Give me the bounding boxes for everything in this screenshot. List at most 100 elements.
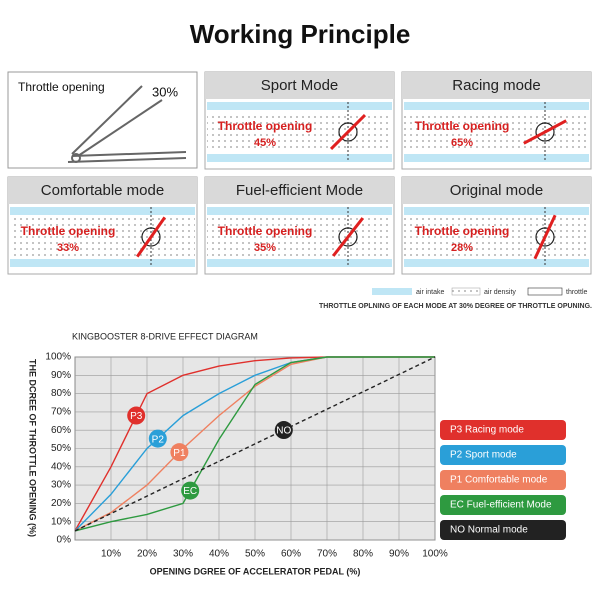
panel-title: Racing mode xyxy=(452,77,540,94)
panel-value: 28% xyxy=(451,242,473,254)
air-intake xyxy=(10,207,195,215)
legend-swatch xyxy=(440,495,566,515)
throttle-body xyxy=(535,122,555,142)
y-tick-label: 10% xyxy=(51,516,71,527)
x-tick-label: 40% xyxy=(209,549,229,560)
y-tick-label: 40% xyxy=(51,461,71,472)
legend-swatch xyxy=(440,445,566,465)
x-axis-title: OPENING DGREE OF ACCELERATOR PEDAL (%) xyxy=(150,566,361,576)
series-marker-label: P1 xyxy=(173,448,186,459)
legend-swatch xyxy=(440,420,566,440)
air-intake xyxy=(207,154,392,162)
key-air-density xyxy=(451,287,481,296)
panel-value: 35% xyxy=(254,242,276,254)
x-tick-label: 50% xyxy=(245,549,265,560)
y-tick-label: 50% xyxy=(51,443,71,454)
key-throttle xyxy=(527,287,563,296)
throttle-body xyxy=(338,122,358,142)
legend-label: P2 Sport mode xyxy=(450,450,517,461)
intro-value: 30% xyxy=(152,84,178,99)
panel-label: Throttle opening xyxy=(415,119,510,133)
panel-value: 33% xyxy=(57,242,79,254)
series-marker-label: P3 xyxy=(130,411,143,422)
key-caption: THROTTLE OPLNING OF EACH MODE AT 30% DEG… xyxy=(319,303,592,310)
legend-label: P3 Racing mode xyxy=(450,425,524,436)
panel-title: Comfortable mode xyxy=(41,182,164,199)
series-line xyxy=(74,356,436,532)
x-tick-label: 100% xyxy=(422,549,448,560)
series-marker xyxy=(274,421,293,440)
panel-value: 45% xyxy=(254,137,276,149)
legend-label: NO Normal mode xyxy=(450,525,528,536)
throttle-plate xyxy=(136,216,166,258)
legend-label: P1 Comfortable mode xyxy=(450,475,548,486)
legend-swatch xyxy=(440,520,566,540)
air-intake xyxy=(404,102,589,110)
air-intake xyxy=(10,259,195,267)
series-marker-label: EC xyxy=(183,486,197,497)
key-label: air density xyxy=(484,289,516,296)
throttle-body xyxy=(535,227,555,247)
y-tick-label: 20% xyxy=(51,498,71,509)
air-intake xyxy=(404,154,589,162)
throttle-plate xyxy=(523,119,567,145)
x-tick-label: 10% xyxy=(101,549,121,560)
air-density xyxy=(10,217,195,257)
y-axis-title: THE DCREE OF THROTTLE OPENING (%) xyxy=(28,359,38,537)
air-density xyxy=(404,112,589,152)
panel-header xyxy=(402,72,591,99)
x-tick-label: 90% xyxy=(389,549,409,560)
page-title: Working Principle xyxy=(190,19,411,49)
y-tick-label: 100% xyxy=(45,352,71,363)
air-density xyxy=(207,217,392,257)
throttle-plate xyxy=(329,113,367,151)
y-tick-label: 60% xyxy=(51,425,71,436)
y-tick-label: 90% xyxy=(51,370,71,381)
panel-header xyxy=(402,177,591,204)
panel-value: 65% xyxy=(451,137,473,149)
air-intake xyxy=(404,259,589,267)
key-label: throttle xyxy=(566,289,588,296)
panel-label: Throttle opening xyxy=(218,119,313,133)
key-label: air intake xyxy=(416,289,445,296)
series-marker-label: P2 xyxy=(152,434,165,445)
panel-title: Fuel-efficient Mode xyxy=(236,182,363,199)
air-intake xyxy=(404,207,589,215)
panel-label: Throttle opening xyxy=(218,224,313,238)
x-tick-label: 60% xyxy=(281,549,301,560)
panel-label: Throttle opening xyxy=(415,224,510,238)
series-line xyxy=(74,356,435,532)
series-marker-label: NO xyxy=(276,426,291,437)
panel-label: Throttle opening xyxy=(21,224,116,238)
y-tick-label: 0% xyxy=(57,535,72,546)
y-tick-label: 80% xyxy=(51,388,71,399)
y-tick-label: 70% xyxy=(51,407,71,418)
throttle-plate xyxy=(533,214,557,260)
panel-header xyxy=(8,177,197,204)
panel-title: Original mode xyxy=(450,182,543,199)
chart-title: KINGBOOSTER 8-DRIVE EFFECT DIAGRAM xyxy=(72,331,258,341)
legend-label: EC Fuel-efficient Mode xyxy=(450,500,552,511)
throttle-body xyxy=(141,227,161,247)
series-marker xyxy=(148,429,167,448)
legend-swatch xyxy=(440,470,566,490)
air-intake xyxy=(207,102,392,110)
air-intake xyxy=(207,259,392,267)
series-marker xyxy=(181,481,200,500)
throttle-plate xyxy=(332,217,364,257)
x-tick-label: 30% xyxy=(173,549,193,560)
air-intake xyxy=(207,207,392,215)
x-tick-label: 20% xyxy=(137,549,157,560)
x-tick-label: 80% xyxy=(353,549,373,560)
panel-title: Sport Mode xyxy=(261,77,339,94)
intro-label: Throttle opening xyxy=(18,80,105,94)
air-density xyxy=(404,217,589,257)
series-marker xyxy=(127,406,146,425)
pedal-drawing xyxy=(67,85,187,163)
y-tick-label: 30% xyxy=(51,480,71,491)
throttle-body xyxy=(338,227,358,247)
panel-header xyxy=(205,177,394,204)
key-air-intake xyxy=(372,288,412,295)
x-tick-label: 70% xyxy=(317,549,337,560)
